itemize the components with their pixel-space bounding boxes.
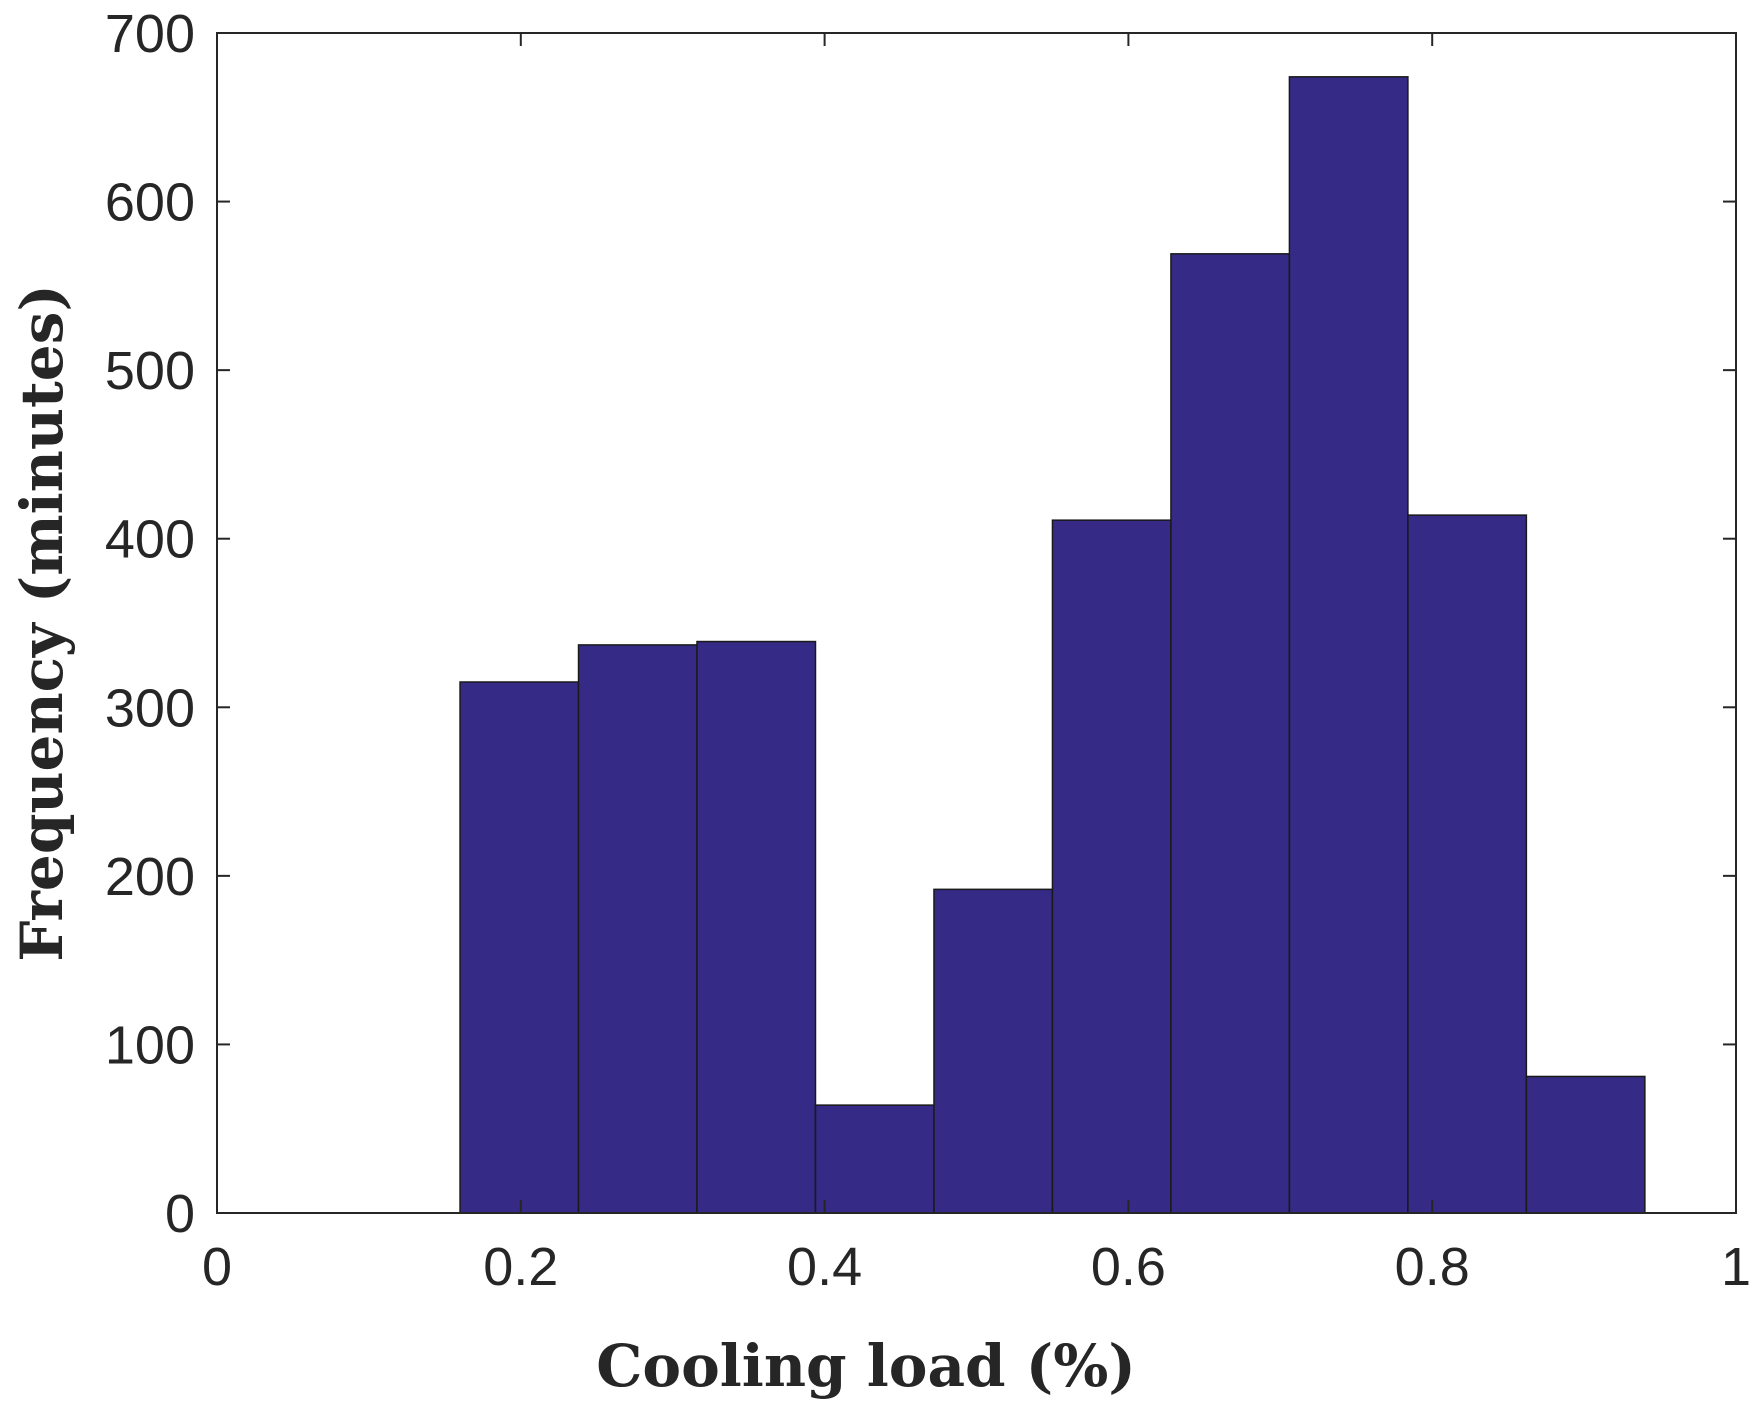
x-axis-label: Cooling load (%)	[596, 1332, 1136, 1399]
x-tick-label: 0	[202, 1237, 232, 1297]
ticks-layer: 0 0.2 0.4 0.6 0.8 1 0 100 200 300 400 500 600 700	[105, 4, 1751, 1297]
histogram-bar	[1288, 76, 1409, 1214]
histogram-bar	[577, 644, 698, 1214]
y-tick-label: 500	[105, 341, 195, 401]
x-tick-label: 0.6	[1091, 1237, 1166, 1297]
y-tick-label: 400	[105, 510, 195, 570]
x-tick-label: 1	[1721, 1237, 1751, 1297]
histogram-bar	[814, 1104, 935, 1214]
histogram-bar	[933, 888, 1054, 1214]
histogram-bar	[1051, 519, 1172, 1214]
histogram-bar	[1525, 1075, 1646, 1214]
histogram-bar	[1407, 514, 1528, 1214]
plot-frame	[216, 32, 1737, 1214]
y-tick-label: 200	[105, 847, 195, 907]
y-tick-label: 300	[105, 678, 195, 738]
y-tick-label: 600	[105, 173, 195, 233]
histogram-bar	[696, 640, 817, 1214]
bars-layer	[459, 76, 1646, 1214]
x-tick-label: 0.8	[1395, 1237, 1470, 1297]
y-tick-label: 700	[105, 4, 195, 64]
x-tick-label: 0.2	[483, 1237, 558, 1297]
x-tick-label: 0.4	[787, 1237, 862, 1297]
y-axis-label: Frequency (minutes)	[8, 284, 76, 962]
y-tick-label: 0	[165, 1184, 195, 1244]
y-tick-label: 100	[105, 1015, 195, 1075]
histogram-bar	[1170, 253, 1291, 1214]
histogram-bar	[459, 681, 580, 1214]
